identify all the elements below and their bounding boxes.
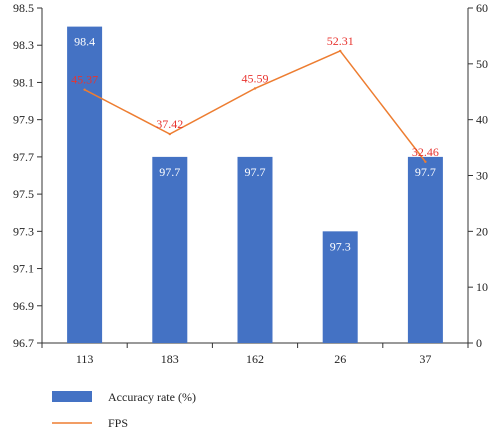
bar xyxy=(67,26,103,343)
legend-label-accuracy: Accuracy rate (%) xyxy=(108,390,196,404)
bar xyxy=(407,156,443,343)
x-tick-label: 26 xyxy=(334,352,346,366)
x-tick-label: 183 xyxy=(161,352,179,366)
legend: Accuracy rate (%) FPS xyxy=(52,390,196,429)
y-right-tick-label: 10 xyxy=(476,280,488,294)
y-right-tick-label: 40 xyxy=(476,113,488,127)
y-left-tick-label: 98.3 xyxy=(13,38,34,52)
y-left-tick-label: 98.1 xyxy=(13,75,34,89)
fps-point xyxy=(83,88,86,91)
chart-axes: 96.7 96.9 97.1 97.3 97.5 97.7 97.9 98.1 98.3 98.5… xyxy=(13,1,488,366)
line-data-label: 32.46 xyxy=(412,145,439,159)
bar-data-label: 97.7 xyxy=(159,165,180,179)
line-series xyxy=(83,49,427,163)
y-right-tick-label: 60 xyxy=(476,1,488,15)
y-left-tick-label: 97.9 xyxy=(13,113,34,127)
y-right-tick-label: 50 xyxy=(476,57,488,71)
y-left-tick-label: 97.3 xyxy=(13,224,34,238)
line-data-label: 52.31 xyxy=(327,34,354,48)
x-tick-label: 113 xyxy=(76,352,94,366)
x-tick-label: 162 xyxy=(246,352,264,366)
y-right-tick-label: 20 xyxy=(476,224,488,238)
bar xyxy=(322,231,358,343)
line-data-label: 45.59 xyxy=(242,71,269,85)
y-left-tick-label: 96.9 xyxy=(13,299,34,313)
y-right-tick-label: 0 xyxy=(476,336,482,350)
x-tick-label: 37 xyxy=(419,352,431,366)
bar xyxy=(237,156,273,343)
legend-swatch-accuracy xyxy=(52,391,92,402)
bar-data-label: 97.7 xyxy=(245,165,266,179)
y-left-tick-label: 98.5 xyxy=(13,1,34,15)
bar-data-label: 97.3 xyxy=(330,239,351,253)
fps-line xyxy=(84,50,426,163)
bar-data-label: 98.4 xyxy=(74,35,95,49)
bar-data-label: 97.7 xyxy=(415,165,436,179)
fps-point xyxy=(253,87,257,90)
data-labels: 98.4 97.7 97.7 97.3 97.7 45.37 37.42 45.59 52.31… xyxy=(71,34,439,253)
legend-label-fps: FPS xyxy=(108,416,128,429)
y-left-tick-label: 97.5 xyxy=(13,187,34,201)
bar-series xyxy=(67,26,443,343)
fps-point xyxy=(168,132,171,136)
fps-point xyxy=(339,49,342,53)
y-right-tick-label: 30 xyxy=(476,169,488,183)
y-left-tick-label: 97.7 xyxy=(13,150,34,164)
bar xyxy=(152,156,188,343)
y-left-tick-label: 97.1 xyxy=(13,262,34,276)
line-data-label: 45.37 xyxy=(71,73,98,87)
fps-point xyxy=(424,160,427,163)
y-left-tick-label: 96.7 xyxy=(13,336,34,350)
line-data-label: 37.42 xyxy=(156,117,183,131)
